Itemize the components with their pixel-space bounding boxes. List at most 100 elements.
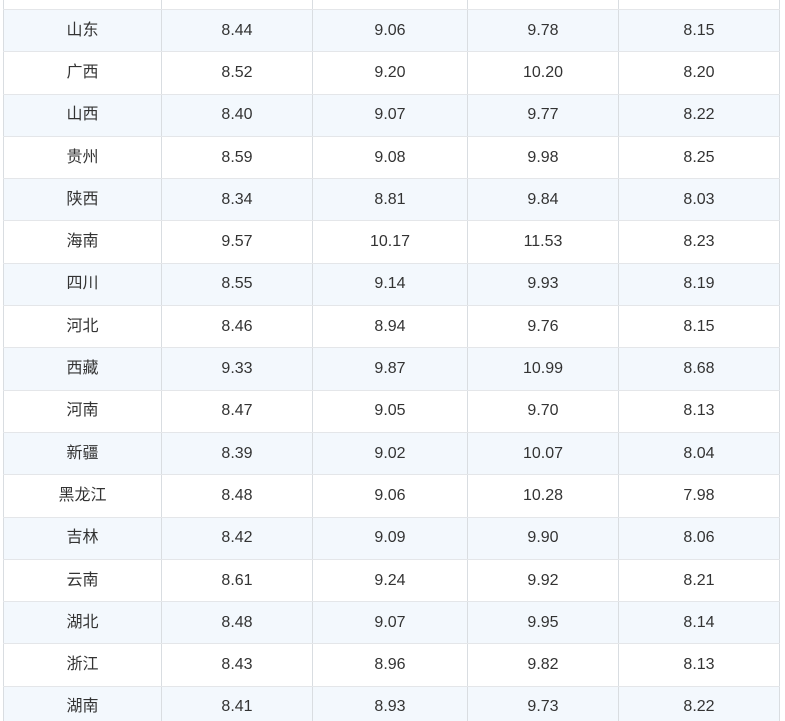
table-row: 贵州 8.59 9.08 9.98 8.25 [3,135,780,180]
price-cell: 8.48 [161,474,313,518]
empty-cell [161,0,313,11]
price-cell: 8.20 [618,51,780,95]
table-row: 浙江 8.43 8.96 9.82 8.13 [3,643,780,687]
price-cell: 9.90 [467,516,619,560]
table-row: 湖北 8.48 9.07 9.95 8.14 [3,601,780,645]
price-cell: 8.40 [161,93,313,137]
price-cell: 10.28 [467,474,619,518]
province-cell: 吉林 [3,516,162,560]
price-cell: 8.13 [618,389,780,433]
price-cell: 9.57 [161,220,313,264]
price-cell: 8.47 [161,389,313,433]
price-cell: 8.15 [618,305,780,349]
price-cell: 8.42 [161,516,313,560]
price-cell: 9.84 [467,178,619,222]
province-cell: 贵州 [3,135,162,180]
province-cell: 山西 [3,93,162,137]
empty-cell [467,0,619,11]
price-cell: 8.06 [618,516,780,560]
empty-cell [618,0,780,11]
table-row: 海南 9.57 10.17 11.53 8.23 [3,220,780,264]
price-cell: 10.07 [467,431,619,476]
price-cell: 9.06 [312,8,468,53]
province-cell: 陕西 [3,178,162,222]
price-cell: 8.93 [312,685,468,721]
price-cell: 8.13 [618,643,780,687]
table-row: 山东 8.44 9.06 9.78 8.15 [3,8,780,53]
price-cell: 8.34 [161,178,313,222]
price-cell: 9.82 [467,643,619,687]
price-cell: 9.20 [312,51,468,95]
price-cell: 10.17 [312,220,468,264]
price-cell: 9.77 [467,93,619,137]
price-cell: 9.78 [467,8,619,53]
partial-row-top [3,0,780,11]
province-cell: 湖北 [3,601,162,645]
price-cell: 9.09 [312,516,468,560]
price-cell: 8.23 [618,220,780,264]
table-row: 河南 8.47 9.05 9.70 8.13 [3,389,780,433]
price-cell: 8.48 [161,601,313,645]
table-row: 陕西 8.34 8.81 9.84 8.03 [3,178,780,222]
price-cell: 8.14 [618,601,780,645]
province-cell: 浙江 [3,643,162,687]
price-cell: 8.39 [161,431,313,476]
table-row: 吉林 8.42 9.09 9.90 8.06 [3,516,780,560]
price-cell: 9.08 [312,135,468,180]
price-cell: 10.20 [467,51,619,95]
price-cell: 8.55 [161,262,313,307]
province-cell: 河南 [3,389,162,433]
empty-cell [312,0,468,11]
province-cell: 湖南 [3,685,162,721]
province-cell: 西藏 [3,347,162,391]
price-cell: 8.81 [312,178,468,222]
price-cell: 8.41 [161,685,313,721]
price-cell: 9.76 [467,305,619,349]
price-cell: 8.61 [161,558,313,603]
price-cell: 8.46 [161,305,313,349]
province-cell: 云南 [3,558,162,603]
price-cell: 9.05 [312,389,468,433]
price-cell: 8.44 [161,8,313,53]
province-cell: 新疆 [3,431,162,476]
table-row: 西藏 9.33 9.87 10.99 8.68 [3,347,780,391]
empty-cell [3,0,162,11]
price-cell: 8.22 [618,93,780,137]
price-cell: 9.98 [467,135,619,180]
table-row: 山西 8.40 9.07 9.77 8.22 [3,93,780,137]
table-row: 云南 8.61 9.24 9.92 8.21 [3,558,780,603]
price-cell: 9.93 [467,262,619,307]
price-cell: 11.53 [467,220,619,264]
price-cell: 9.70 [467,389,619,433]
table-row: 广西 8.52 9.20 10.20 8.20 [3,51,780,95]
price-cell: 8.03 [618,178,780,222]
price-cell: 8.19 [618,262,780,307]
price-cell: 9.95 [467,601,619,645]
price-cell: 9.73 [467,685,619,721]
price-cell: 9.33 [161,347,313,391]
province-cell: 四川 [3,262,162,307]
price-cell: 8.15 [618,8,780,53]
price-cell: 8.21 [618,558,780,603]
table-row: 四川 8.55 9.14 9.93 8.19 [3,262,780,307]
price-cell: 8.68 [618,347,780,391]
price-cell: 8.96 [312,643,468,687]
price-cell: 9.06 [312,474,468,518]
province-cell: 海南 [3,220,162,264]
price-cell: 7.98 [618,474,780,518]
price-cell: 9.24 [312,558,468,603]
table-row: 湖南 8.41 8.93 9.73 8.22 [3,685,780,721]
price-cell: 9.07 [312,601,468,645]
price-cell: 8.25 [618,135,780,180]
province-cell: 河北 [3,305,162,349]
province-cell: 山东 [3,8,162,53]
table-row: 河北 8.46 8.94 9.76 8.15 [3,305,780,349]
price-cell: 8.22 [618,685,780,721]
price-cell: 8.04 [618,431,780,476]
price-cell: 10.99 [467,347,619,391]
fuel-price-table: 山东 8.44 9.06 9.78 8.15 广西 8.52 9.20 10.20 8.20 山西 8… [3,0,780,721]
price-cell: 9.07 [312,93,468,137]
price-cell: 9.14 [312,262,468,307]
province-cell: 广西 [3,51,162,95]
